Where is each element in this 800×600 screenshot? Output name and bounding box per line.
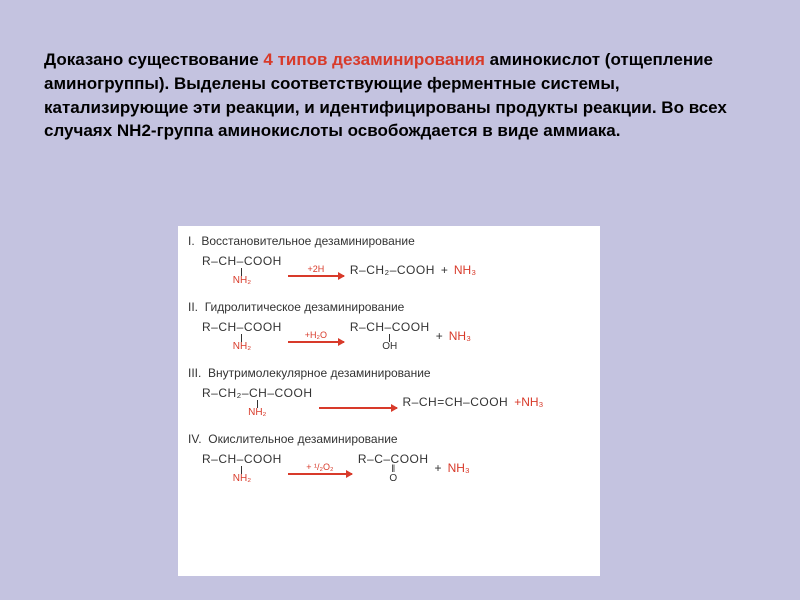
reactant-2: R–CH–COOH NH₂ xyxy=(202,320,282,352)
reaction-1: I. Восстановительное дезаминирование R–C… xyxy=(188,234,590,286)
para-part1: Доказано существование xyxy=(44,50,263,69)
reaction-2-title: II. Гидролитическое дезаминирование xyxy=(188,300,590,314)
reactant-1: R–CH–COOH NH₂ xyxy=(202,254,282,286)
para-highlight: 4 типов дезаминирования xyxy=(263,50,485,69)
reaction-1-eq: R–CH–COOH NH₂ +2H R–CH₂–COOH + NH₃ xyxy=(202,254,590,286)
reaction-3-title: III. Внутримолекулярное дезаминирование xyxy=(188,366,590,380)
product-3: R–CH=CH–COOH xyxy=(403,395,509,409)
intro-paragraph: Доказано существование 4 типов дезаминир… xyxy=(44,48,754,143)
reaction-4-title: IV. Окислительное дезаминирование xyxy=(188,432,590,446)
arrow-1: +2H xyxy=(288,264,344,277)
reaction-2-eq: R–CH–COOH NH₂ +H₂O R–CH–COOH OH + NH₃ xyxy=(202,320,590,352)
reaction-4: IV. Окислительное дезаминирование R–CH–C… xyxy=(188,432,590,484)
reaction-3-eq: R–CH₂–CH–COOH NH₂ R–CH=CH–COOH +NH₃ xyxy=(202,386,590,418)
product-4: R–C–COOH ‖ O xyxy=(358,452,429,484)
arrow-4: + ¹/₂O₂ xyxy=(288,462,352,475)
byproduct-2: NH₃ xyxy=(449,329,471,343)
arrow-3 xyxy=(319,396,397,409)
reactant-3: R–CH₂–CH–COOH NH₂ xyxy=(202,386,313,418)
plus-1: + xyxy=(441,263,448,277)
product-2: R–CH–COOH OH xyxy=(350,320,430,352)
product-1: R–CH₂–COOH xyxy=(350,263,435,277)
plus-2: + xyxy=(436,329,443,343)
plus-4: + xyxy=(435,461,442,475)
reaction-1-title: I. Восстановительное дезаминирование xyxy=(188,234,590,248)
reaction-3: III. Внутримолекулярное дезаминирование … xyxy=(188,366,590,418)
reactant-4: R–CH–COOH NH₂ xyxy=(202,452,282,484)
reactions-diagram: I. Восстановительное дезаминирование R–C… xyxy=(178,226,600,576)
byproduct-3: +NH₃ xyxy=(514,395,543,409)
reaction-4-eq: R–CH–COOH NH₂ + ¹/₂O₂ R–C–COOH ‖ O + NH₃ xyxy=(202,452,590,484)
byproduct-1: NH₃ xyxy=(454,263,476,277)
reaction-2: II. Гидролитическое дезаминирование R–CH… xyxy=(188,300,590,352)
byproduct-4: NH₃ xyxy=(448,461,470,475)
arrow-2: +H₂O xyxy=(288,330,344,343)
